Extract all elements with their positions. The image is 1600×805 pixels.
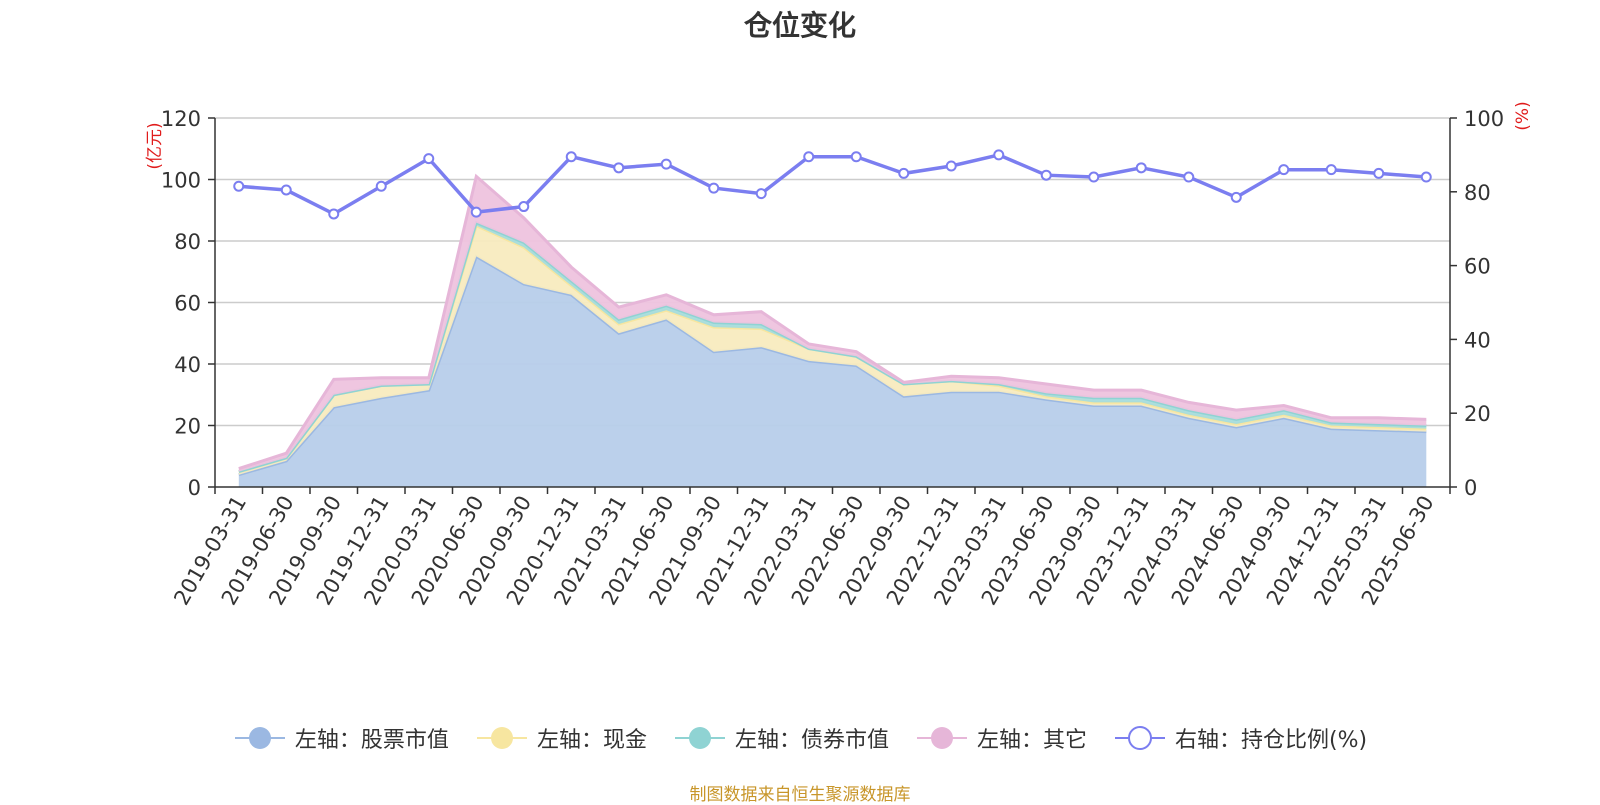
right-tick-label: 60 (1464, 255, 1491, 279)
legend-item-1[interactable]: 左轴：现金 (475, 722, 647, 754)
ratio-point[interactable] (803, 151, 815, 163)
ratio-point[interactable] (1420, 171, 1432, 183)
ratio-point[interactable] (993, 149, 1005, 161)
ratio-point[interactable] (280, 184, 292, 196)
legend-label: 左轴：现金 (536, 728, 647, 753)
left-tick-label: 20 (174, 415, 201, 439)
legend-marker-icon (476, 727, 527, 749)
left-tick-label: 60 (174, 292, 201, 316)
area-series-0 (238, 256, 1427, 487)
ratio-line (233, 149, 1432, 220)
stacked-areas (238, 173, 1427, 487)
ratio-point[interactable] (613, 162, 625, 174)
ratio-point[interactable] (850, 151, 862, 163)
left-tick-label: 80 (174, 230, 201, 254)
legend-item-4[interactable]: 右轴：持仓比例(%) (1113, 722, 1367, 754)
left-tick-label: 120 (161, 107, 201, 131)
ratio-point[interactable] (1040, 169, 1052, 181)
legend-item-0[interactable]: 左轴：股票市值 (233, 722, 449, 754)
area-edge-3 (238, 173, 1427, 471)
legend-label: 右轴：持仓比例(%) (1174, 728, 1368, 753)
ratio-point[interactable] (945, 160, 957, 172)
ratio-point[interactable] (518, 201, 530, 213)
ratio-point[interactable] (708, 182, 720, 194)
ratio-point[interactable] (1135, 162, 1147, 174)
area-edge-2 (238, 220, 1427, 474)
left-axis-unit: (亿元) (145, 122, 165, 169)
right-axis-unit: (%) (1513, 101, 1533, 130)
right-tick-label: 40 (1464, 328, 1491, 352)
legend: 左轴：股票市值 左轴：现金 左轴：债券市值 左轴：其它 右轴：持仓比例(%) (0, 722, 1600, 754)
legend-item-3[interactable]: 左轴：其它 (915, 722, 1087, 754)
ratio-point[interactable] (423, 153, 435, 165)
ratio-point[interactable] (1230, 191, 1242, 203)
area-series-3 (238, 176, 1427, 472)
ratio-point[interactable] (898, 167, 910, 179)
legend-marker-icon (1114, 726, 1165, 750)
left-tick-label: 100 (161, 169, 201, 193)
legend-marker-icon (234, 727, 285, 749)
ratio-point[interactable] (1325, 164, 1337, 176)
ratio-point[interactable] (470, 206, 482, 218)
legend-label: 左轴：其它 (976, 728, 1087, 753)
ratio-point[interactable] (1183, 171, 1195, 183)
right-tick-label: 100 (1464, 107, 1504, 131)
ratio-point[interactable] (1373, 167, 1385, 179)
legend-marker-icon (674, 727, 725, 749)
right-tick-label: 0 (1464, 476, 1477, 500)
ratio-point[interactable] (565, 151, 577, 163)
legend-label: 左轴：债券市值 (734, 728, 889, 753)
source-note: 制图数据来自恒生聚源数据库 (689, 785, 911, 805)
legend-marker-icon (916, 727, 967, 749)
ratio-point[interactable] (375, 180, 387, 192)
ratio-point[interactable] (660, 158, 672, 170)
left-tick-label: 0 (188, 476, 201, 500)
chart-title: 仓位变化 (743, 9, 856, 42)
ratio-point[interactable] (755, 188, 767, 200)
ratio-point[interactable] (1278, 164, 1290, 176)
ratio-point[interactable] (328, 208, 340, 220)
area-edge-0 (238, 254, 1427, 477)
right-tick-label: 80 (1464, 181, 1491, 205)
ratio-point[interactable] (233, 180, 245, 192)
left-tick-label: 40 (174, 353, 201, 377)
right-tick-label: 20 (1464, 402, 1491, 426)
ratio-point[interactable] (1088, 171, 1100, 183)
ratio-line-path (238, 153, 1427, 216)
legend-label: 左轴：股票市值 (294, 728, 449, 753)
legend-item-2[interactable]: 左轴：债券市值 (673, 722, 889, 754)
